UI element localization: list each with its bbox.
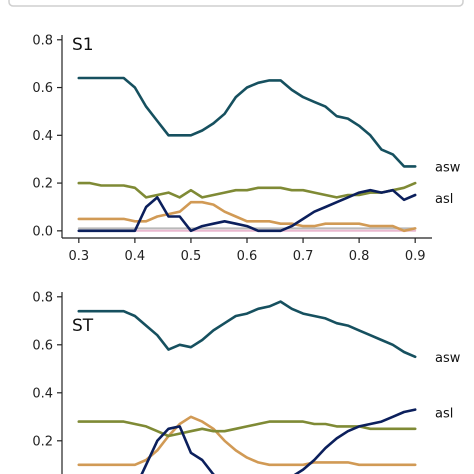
x-tick-label: 0.3 (68, 249, 89, 264)
y-tick-label: 0.8 (32, 33, 53, 48)
panel-title: ST (72, 316, 94, 336)
series-label-asw: asw (435, 160, 461, 175)
y-tick-label: 0.8 (32, 290, 53, 305)
series-label-asl: asl (435, 407, 453, 422)
x-tick-label: 0.9 (405, 249, 426, 264)
series-line-olive (77, 181, 417, 199)
y-tick-label: 0.0 (32, 224, 53, 239)
series-line-asl (77, 188, 417, 233)
x-tick-label: 0.8 (349, 249, 370, 264)
x-tick-label: 0.7 (293, 249, 314, 264)
x-tick-label: 0.5 (181, 249, 202, 264)
search-box-edge (8, 0, 464, 7)
series-line-olive (77, 420, 417, 438)
series-label-asl: asl (435, 192, 453, 207)
y-tick-label: 0.4 (32, 386, 53, 401)
series-line-asw (77, 76, 417, 168)
x-tick-label: 0.6 (237, 249, 258, 264)
series-line-asw (77, 300, 417, 359)
y-tick-label: 0.2 (32, 434, 53, 449)
y-tick-label: 0.6 (32, 81, 53, 96)
series-label-asw: asw (435, 351, 461, 366)
panel-st: ST 0.2 0.4 0.6 0.8 asw asl (32, 290, 461, 474)
x-tick-label: 0.4 (125, 249, 146, 264)
y-tick-label: 0.6 (32, 338, 53, 353)
y-tick-label: 0.2 (32, 177, 53, 192)
panel-s1: S1 0.0 0.2 0.4 0.6 0.8 0.3 0.4 0.5 0.6 0.7 0.8 0.9 a… (32, 33, 460, 264)
series-line-tan (77, 200, 417, 233)
series-line-tan (77, 415, 417, 467)
series-line-asl (140, 408, 417, 474)
y-tick-label: 0.4 (32, 129, 53, 144)
panel-title: S1 (72, 35, 94, 55)
